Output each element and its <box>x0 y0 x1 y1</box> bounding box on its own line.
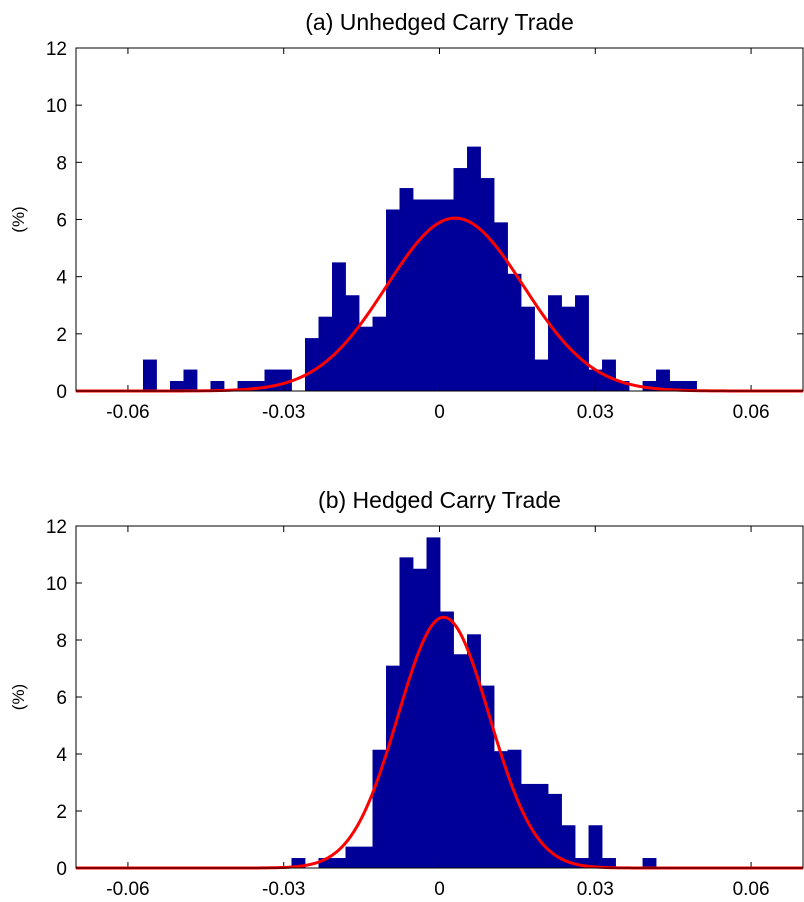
histogram-bar <box>534 783 549 868</box>
histogram-bar <box>440 611 454 868</box>
histogram-bar <box>480 685 495 868</box>
x-tick-label: -0.06 <box>106 402 149 423</box>
histogram-bar <box>480 178 495 391</box>
histogram-bar <box>372 316 387 391</box>
x-tick-label: 0 <box>434 402 445 423</box>
histogram-bar <box>250 380 265 391</box>
axes-frame <box>75 525 804 869</box>
y-tick-label: 12 <box>46 39 67 60</box>
histogram-bar <box>278 369 292 391</box>
histogram-bar <box>359 326 373 391</box>
histogram-bar <box>291 858 306 868</box>
y-tick-label: 6 <box>56 688 67 709</box>
y-tick-label: 8 <box>56 153 67 174</box>
histogram-bar <box>345 295 360 391</box>
histogram-bar <box>386 209 400 391</box>
histogram-bar <box>453 168 468 391</box>
x-tick-label: 0.03 <box>577 402 614 423</box>
y-tick-label: 12 <box>46 517 67 538</box>
histogram-bar <box>210 380 225 391</box>
histogram-bar <box>642 380 657 391</box>
histogram-bar <box>440 199 454 391</box>
x-tick-label: 0.06 <box>733 879 770 900</box>
y-tick-label: 10 <box>46 96 67 117</box>
histogram-bar <box>588 369 603 391</box>
panel-hedged-carry-trade: 0 2 4 6 8 10 12 -0.06 -0.03 0 0.03 0.06 (b) Hedged C… <box>9 487 804 900</box>
histogram-bar <box>467 146 481 391</box>
histogram-bar <box>561 825 576 868</box>
y-axis-label: (%) <box>9 206 28 232</box>
histogram-bar <box>413 199 427 391</box>
y-tick-label: 4 <box>56 268 67 289</box>
x-tick-label: -0.03 <box>262 879 305 900</box>
x-tick-label: 0.06 <box>733 402 770 423</box>
x-tick-label: -0.03 <box>262 402 305 423</box>
chart-title: (a) Unhedged Carry Trade <box>305 9 573 35</box>
histogram-bar <box>575 858 589 868</box>
histogram-bar <box>467 634 481 868</box>
histogram-bar <box>615 380 630 391</box>
histogram-bar <box>183 369 198 391</box>
histogram-bar <box>399 188 414 391</box>
histogram-bar <box>453 654 468 868</box>
histogram-bar <box>534 359 549 391</box>
histogram-bar <box>683 380 697 391</box>
histogram-bar <box>399 557 414 868</box>
histogram-bar <box>345 846 360 868</box>
y-tick-label: 10 <box>46 574 67 595</box>
histogram-bar <box>521 783 535 868</box>
histogram-bar <box>521 306 535 391</box>
y-axis-label: (%) <box>9 684 28 710</box>
x-tick-label: 0 <box>434 879 445 900</box>
y-tick-label: 0 <box>56 859 67 880</box>
histogram-bar <box>359 846 373 868</box>
histogram-bar <box>372 749 387 868</box>
histogram-bar <box>494 222 508 391</box>
histogram-bar <box>332 262 346 391</box>
histogram-bar <box>642 858 657 868</box>
histogram-bar <box>305 338 319 391</box>
histogram-bar <box>318 316 333 391</box>
y-tick-label: 6 <box>56 211 67 232</box>
histogram-bar <box>426 199 441 391</box>
histogram-bar <box>318 858 333 868</box>
histogram-bar <box>575 295 589 391</box>
y-tick-label: 8 <box>56 631 67 652</box>
histogram-bar <box>142 359 157 391</box>
y-tick-label: 2 <box>56 802 67 823</box>
histogram-bar <box>602 858 616 868</box>
axes-frame <box>75 47 804 392</box>
y-tick-label: 4 <box>56 745 67 766</box>
histogram-bar <box>494 751 508 868</box>
histogram-bar <box>548 295 562 391</box>
chart-title: (b) Hedged Carry Trade <box>318 487 561 513</box>
histogram-bar <box>169 380 184 391</box>
histogram-bar <box>548 793 562 868</box>
histogram-bar <box>386 665 400 868</box>
histogram-bar <box>237 380 252 391</box>
x-tick-label: -0.06 <box>106 879 149 900</box>
histogram-bar <box>507 273 522 391</box>
histogram-bar <box>669 380 684 391</box>
x-tick-label: 0.03 <box>577 879 614 900</box>
y-tick-label: 2 <box>56 325 67 346</box>
histogram-bar <box>426 537 441 868</box>
histogram-bar <box>332 858 346 868</box>
histogram-bar <box>413 568 427 868</box>
histogram-bar <box>656 369 670 391</box>
panel-unhedged-carry-trade: 0 2 4 6 8 10 12 -0.06 -0.03 0 0.03 0.06 (a) Unhedged… <box>9 9 804 423</box>
histogram-bar <box>507 749 522 868</box>
histogram-bar <box>602 359 616 391</box>
y-tick-label: 0 <box>56 382 67 403</box>
histogram-bar <box>588 825 603 868</box>
